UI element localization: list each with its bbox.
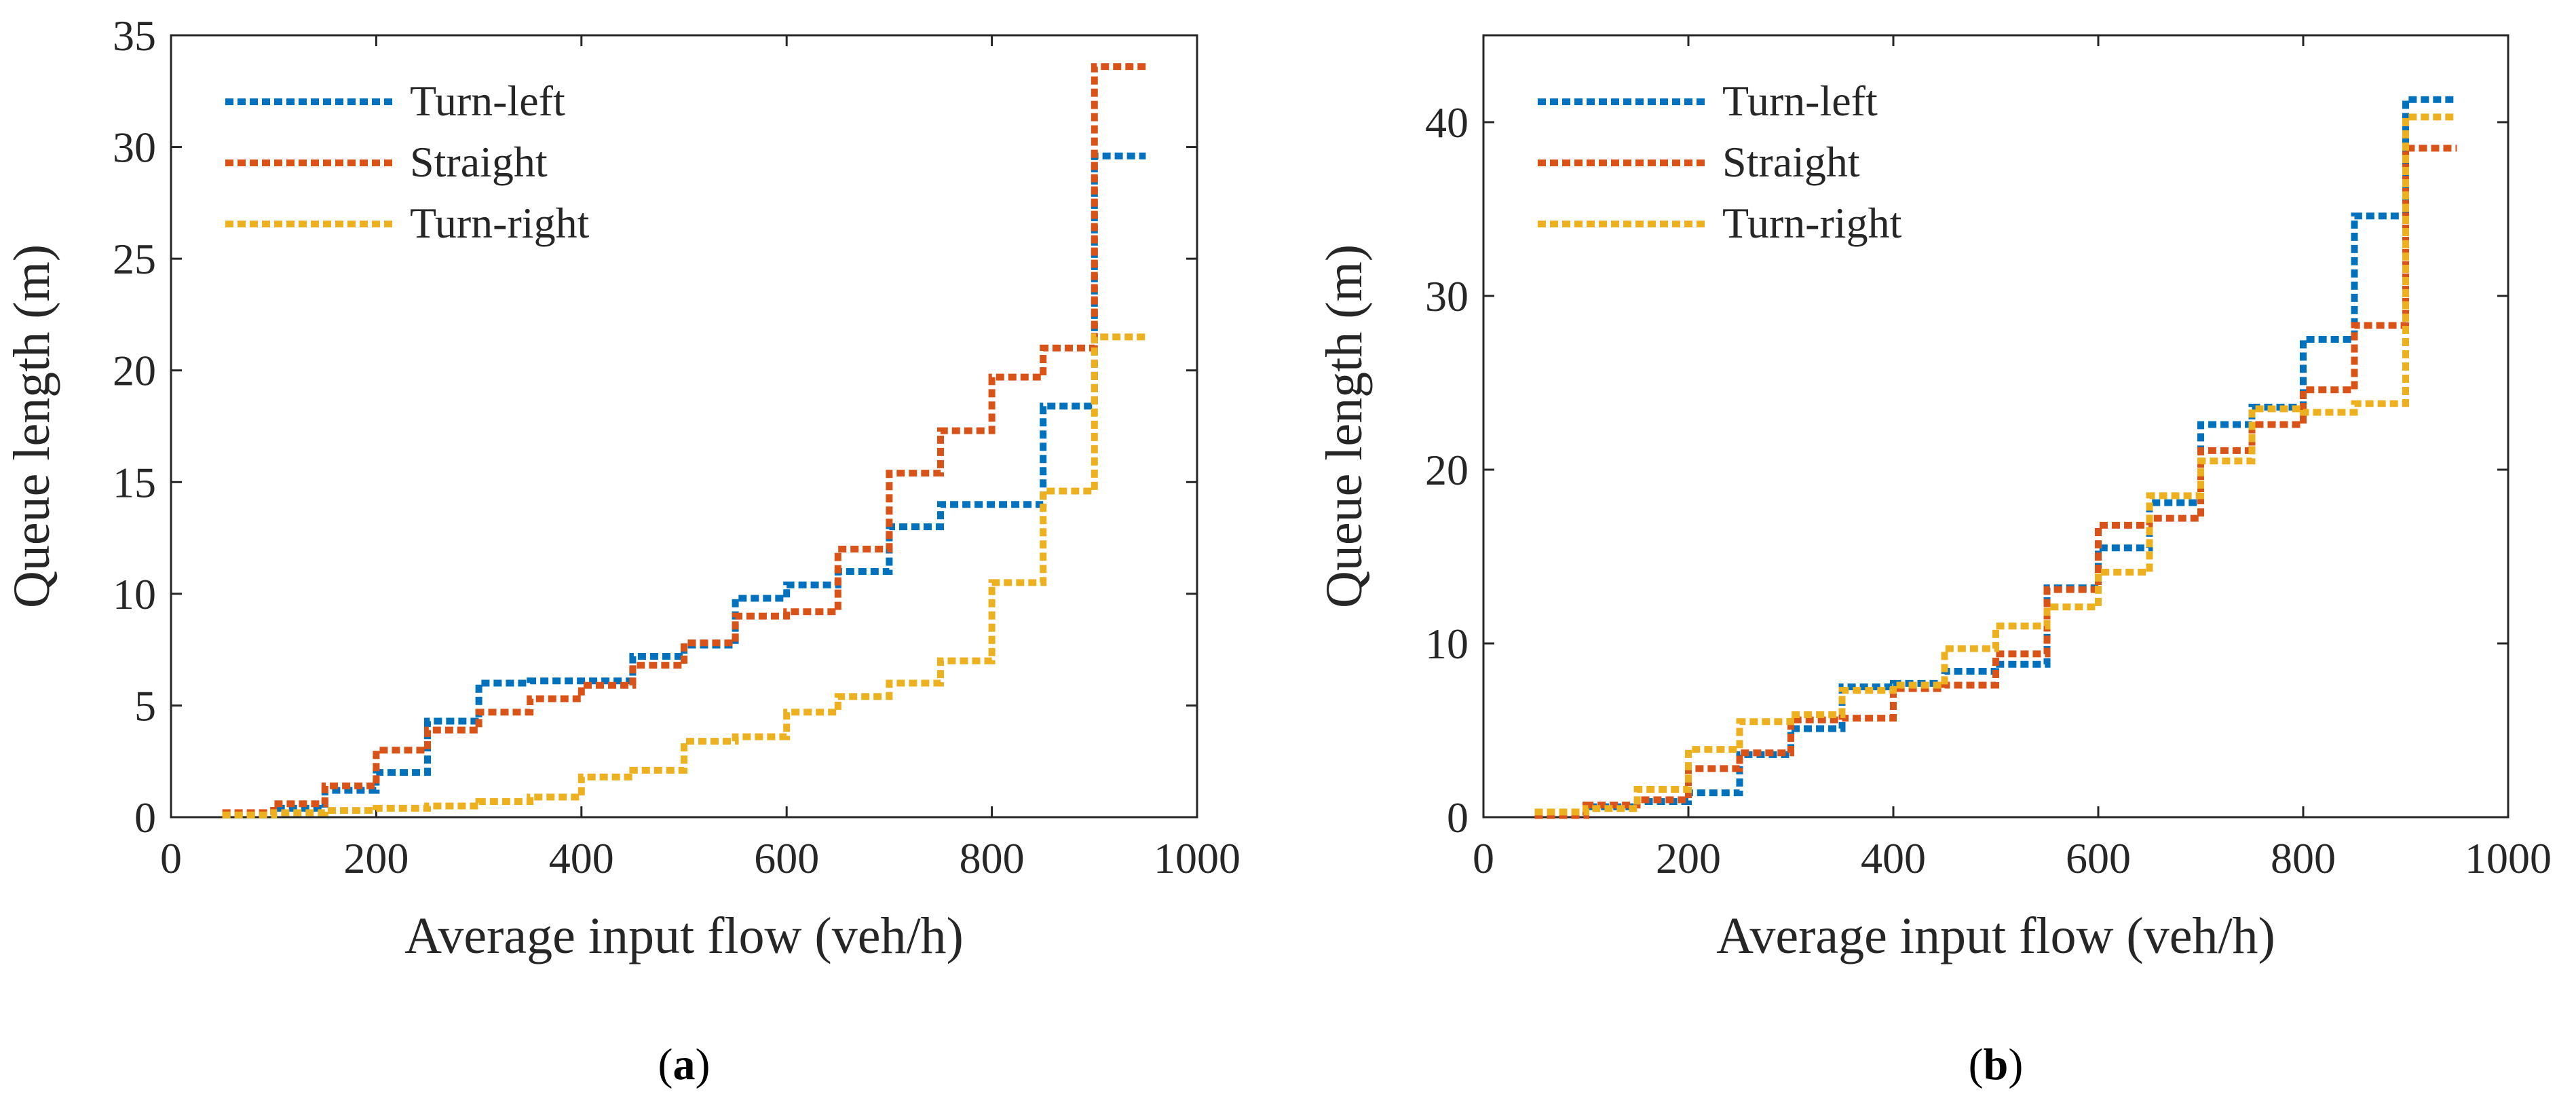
x-axis-label: Average input flow (veh/h) [1716, 907, 2275, 964]
y-tick-label: 5 [134, 681, 156, 730]
panel-b: 0 200 400 600 800 1000 0 10 20 30 40 Average input … [1316, 34, 2552, 1089]
y-axis-label: Queue length (m) [3, 244, 60, 608]
y-tick-label: 30 [1425, 272, 1469, 320]
x-tick-label: 800 [960, 834, 1025, 882]
y-tick-label: 10 [113, 570, 156, 618]
panel-label: (a) [658, 1040, 711, 1089]
x-tick-label: 0 [1473, 834, 1494, 882]
series-line-straight [222, 63, 1146, 817]
y-tick-label: 40 [1425, 98, 1469, 147]
y-tick-label: 0 [134, 793, 156, 842]
y-tick-label: 10 [1425, 620, 1469, 668]
plot-area-box [1482, 34, 2509, 819]
y-tick-label: 30 [113, 124, 156, 172]
series-line-straight [1534, 145, 2457, 819]
series-line-turn-left [222, 152, 1146, 819]
legend-label: Turn-left [410, 77, 565, 125]
x-tick-label: 600 [754, 834, 819, 882]
y-tick-label: 25 [113, 235, 156, 283]
series-line-turn-right [222, 333, 1146, 819]
x-tick-label: 800 [2271, 834, 2336, 882]
x-tick-label: 200 [343, 834, 409, 882]
x-axis-label: Average input flow (veh/h) [404, 907, 964, 964]
panel-label: (b) [1969, 1040, 2024, 1089]
plot-area-box [170, 34, 1198, 819]
x-tick-label: 400 [1861, 834, 1926, 882]
legend-label: Turn-right [1722, 199, 1902, 247]
x-tick-label: 0 [160, 834, 182, 882]
y-axis-label: Queue length (m) [1316, 244, 1373, 608]
y-tick-label: 15 [113, 458, 156, 506]
x-tick-label: 1000 [1154, 834, 1240, 882]
series-line-turn-right [1534, 113, 2457, 816]
x-tick-label: 600 [2066, 834, 2131, 882]
y-tick-label: 35 [113, 12, 156, 60]
legend-label: Straight [1722, 138, 1860, 186]
y-tick-label: 0 [1447, 793, 1469, 842]
panel-a: 0 200 400 600 800 1000 0 5 10 15 20 25 30 35 Average i… [3, 12, 1240, 1089]
legend-label: Straight [410, 138, 548, 186]
series-line-turn-left [1534, 96, 2457, 817]
legend-label: Turn-left [1722, 77, 1878, 125]
y-tick-label: 20 [1425, 446, 1469, 494]
x-tick-label: 200 [1656, 834, 1721, 882]
y-tick-label: 20 [113, 347, 156, 395]
x-tick-label: 1000 [2465, 834, 2552, 882]
legend-label: Turn-right [410, 199, 590, 247]
x-tick-label: 400 [549, 834, 614, 882]
